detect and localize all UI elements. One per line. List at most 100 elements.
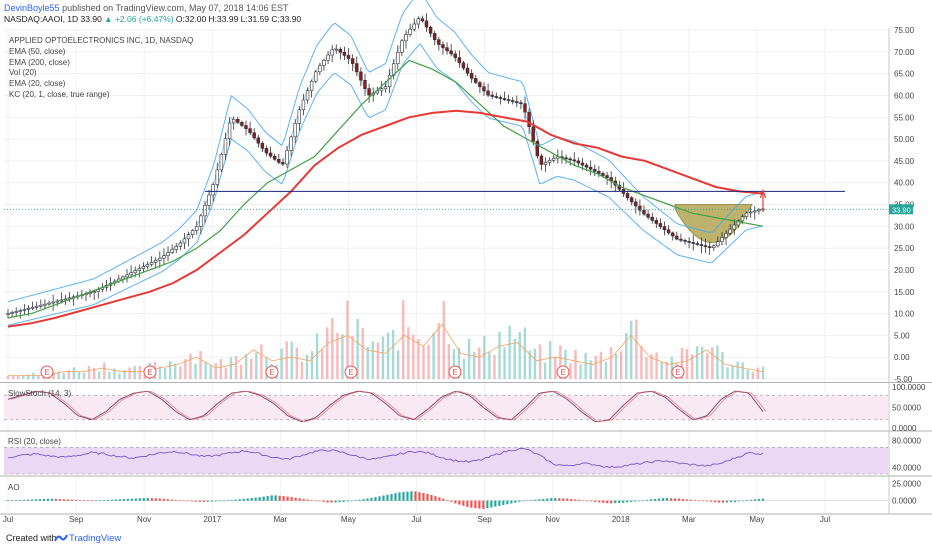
candle-body bbox=[408, 28, 412, 35]
ao-bar bbox=[22, 499, 26, 501]
ao-bar bbox=[670, 498, 673, 501]
candle-body bbox=[465, 67, 470, 74]
candle-body bbox=[342, 51, 347, 56]
ao-bar bbox=[30, 499, 34, 501]
ao-bar bbox=[682, 498, 685, 501]
volume-bar bbox=[118, 373, 121, 379]
stoch-pane-label[interactable]: SlowStoch (14, 3) bbox=[8, 389, 72, 398]
price-tick-label: 0.00 bbox=[894, 353, 910, 362]
candle-body bbox=[552, 157, 556, 161]
ao-bar bbox=[166, 499, 169, 501]
ao-bar bbox=[194, 500, 197, 502]
ao-bar bbox=[410, 491, 413, 501]
candle-body bbox=[289, 136, 293, 151]
ao-bar bbox=[598, 500, 601, 503]
time-tick-label: Jul bbox=[820, 515, 830, 524]
candle-body bbox=[744, 212, 749, 217]
legend-item[interactable]: EMA (20, close) bbox=[9, 79, 66, 89]
volume-bar bbox=[695, 346, 699, 379]
candle-body bbox=[461, 62, 466, 69]
ao-bar bbox=[14, 500, 18, 501]
candle-body bbox=[494, 96, 498, 98]
volume-bar bbox=[412, 334, 415, 379]
volume-bars bbox=[6, 300, 765, 379]
volume-bar bbox=[163, 368, 167, 379]
candle-body bbox=[129, 272, 133, 276]
legend-item[interactable]: KC (20, 1, close, true range) bbox=[9, 89, 110, 99]
ao-bar bbox=[458, 500, 461, 505]
volume-bar bbox=[199, 350, 202, 379]
candle-body bbox=[728, 228, 732, 234]
legend-item[interactable]: Vol (20) bbox=[9, 68, 37, 78]
candle-body bbox=[716, 241, 720, 247]
volume-bar bbox=[189, 353, 192, 379]
candle-body bbox=[314, 71, 318, 82]
volume-bar bbox=[138, 366, 141, 379]
volume-bar bbox=[427, 344, 430, 379]
ao-bar bbox=[274, 495, 277, 501]
volume-bar bbox=[721, 351, 724, 379]
breakout-arrowhead bbox=[759, 188, 767, 199]
ao-bar bbox=[354, 500, 357, 501]
price-tick-label: 20.00 bbox=[894, 266, 915, 275]
candle-body bbox=[625, 193, 630, 198]
ao-bar bbox=[382, 495, 385, 501]
ao-bar bbox=[514, 500, 517, 503]
ao-bar bbox=[330, 500, 333, 503]
ao-pane-label[interactable]: AO bbox=[8, 483, 20, 492]
candle-body bbox=[158, 257, 162, 261]
volume-bar bbox=[650, 354, 653, 379]
candle-body bbox=[199, 215, 203, 227]
candle-body bbox=[309, 80, 314, 91]
volume-bar bbox=[538, 344, 542, 379]
volume-bar bbox=[402, 300, 405, 379]
ao-bar bbox=[142, 498, 145, 501]
candle-body bbox=[55, 300, 59, 303]
volume-bar bbox=[194, 363, 197, 379]
candle-body bbox=[318, 65, 322, 73]
candle-body bbox=[121, 276, 125, 280]
ao-bar bbox=[450, 500, 453, 502]
created-with-text: Created with bbox=[6, 533, 57, 543]
volume-bar bbox=[77, 372, 81, 379]
candle-body bbox=[736, 220, 741, 226]
publisher-link[interactable]: DevinBoyle55 bbox=[4, 3, 60, 13]
volume-bar bbox=[16, 375, 20, 379]
ao-bar bbox=[674, 498, 677, 501]
volume-bar bbox=[437, 323, 440, 379]
rsi-pane-label[interactable]: RSI (20, close) bbox=[8, 437, 61, 446]
candle-body bbox=[174, 246, 178, 250]
tradingview-brand[interactable]: TradingView bbox=[69, 533, 122, 544]
ao-bar bbox=[686, 499, 689, 501]
earnings-marker bbox=[265, 365, 279, 379]
price-tick-label: 45.00 bbox=[894, 157, 915, 166]
candle-body bbox=[387, 74, 392, 88]
candle-body bbox=[449, 50, 453, 55]
candle-body bbox=[457, 57, 462, 64]
candle-body bbox=[334, 48, 338, 51]
ema200-line bbox=[7, 109, 764, 328]
volume-bar bbox=[711, 347, 714, 379]
volume-bar bbox=[113, 368, 116, 379]
volume-bar bbox=[265, 357, 268, 379]
ao-bar bbox=[434, 496, 437, 501]
candle-body bbox=[149, 262, 154, 265]
candle-body bbox=[301, 99, 306, 111]
candle-body bbox=[154, 259, 158, 263]
volume-bar bbox=[336, 333, 339, 379]
candle-body bbox=[59, 299, 64, 302]
candle-body bbox=[478, 82, 482, 88]
stoch-k-line bbox=[7, 390, 764, 423]
volume-bar bbox=[239, 364, 243, 379]
candle-body bbox=[486, 90, 490, 96]
ao-bar bbox=[701, 500, 705, 502]
candle-body bbox=[502, 98, 507, 100]
ao-bar bbox=[402, 492, 405, 501]
tradingview-logo-icon[interactable] bbox=[54, 531, 68, 549]
legend-item[interactable]: EMA (200, close) bbox=[9, 57, 70, 67]
candle-body bbox=[379, 88, 384, 92]
earnings-marker-label: E bbox=[452, 368, 457, 377]
volume-bar bbox=[300, 361, 304, 379]
legend-item[interactable]: EMA (50, close) bbox=[9, 46, 66, 56]
ao-bar bbox=[709, 500, 713, 502]
